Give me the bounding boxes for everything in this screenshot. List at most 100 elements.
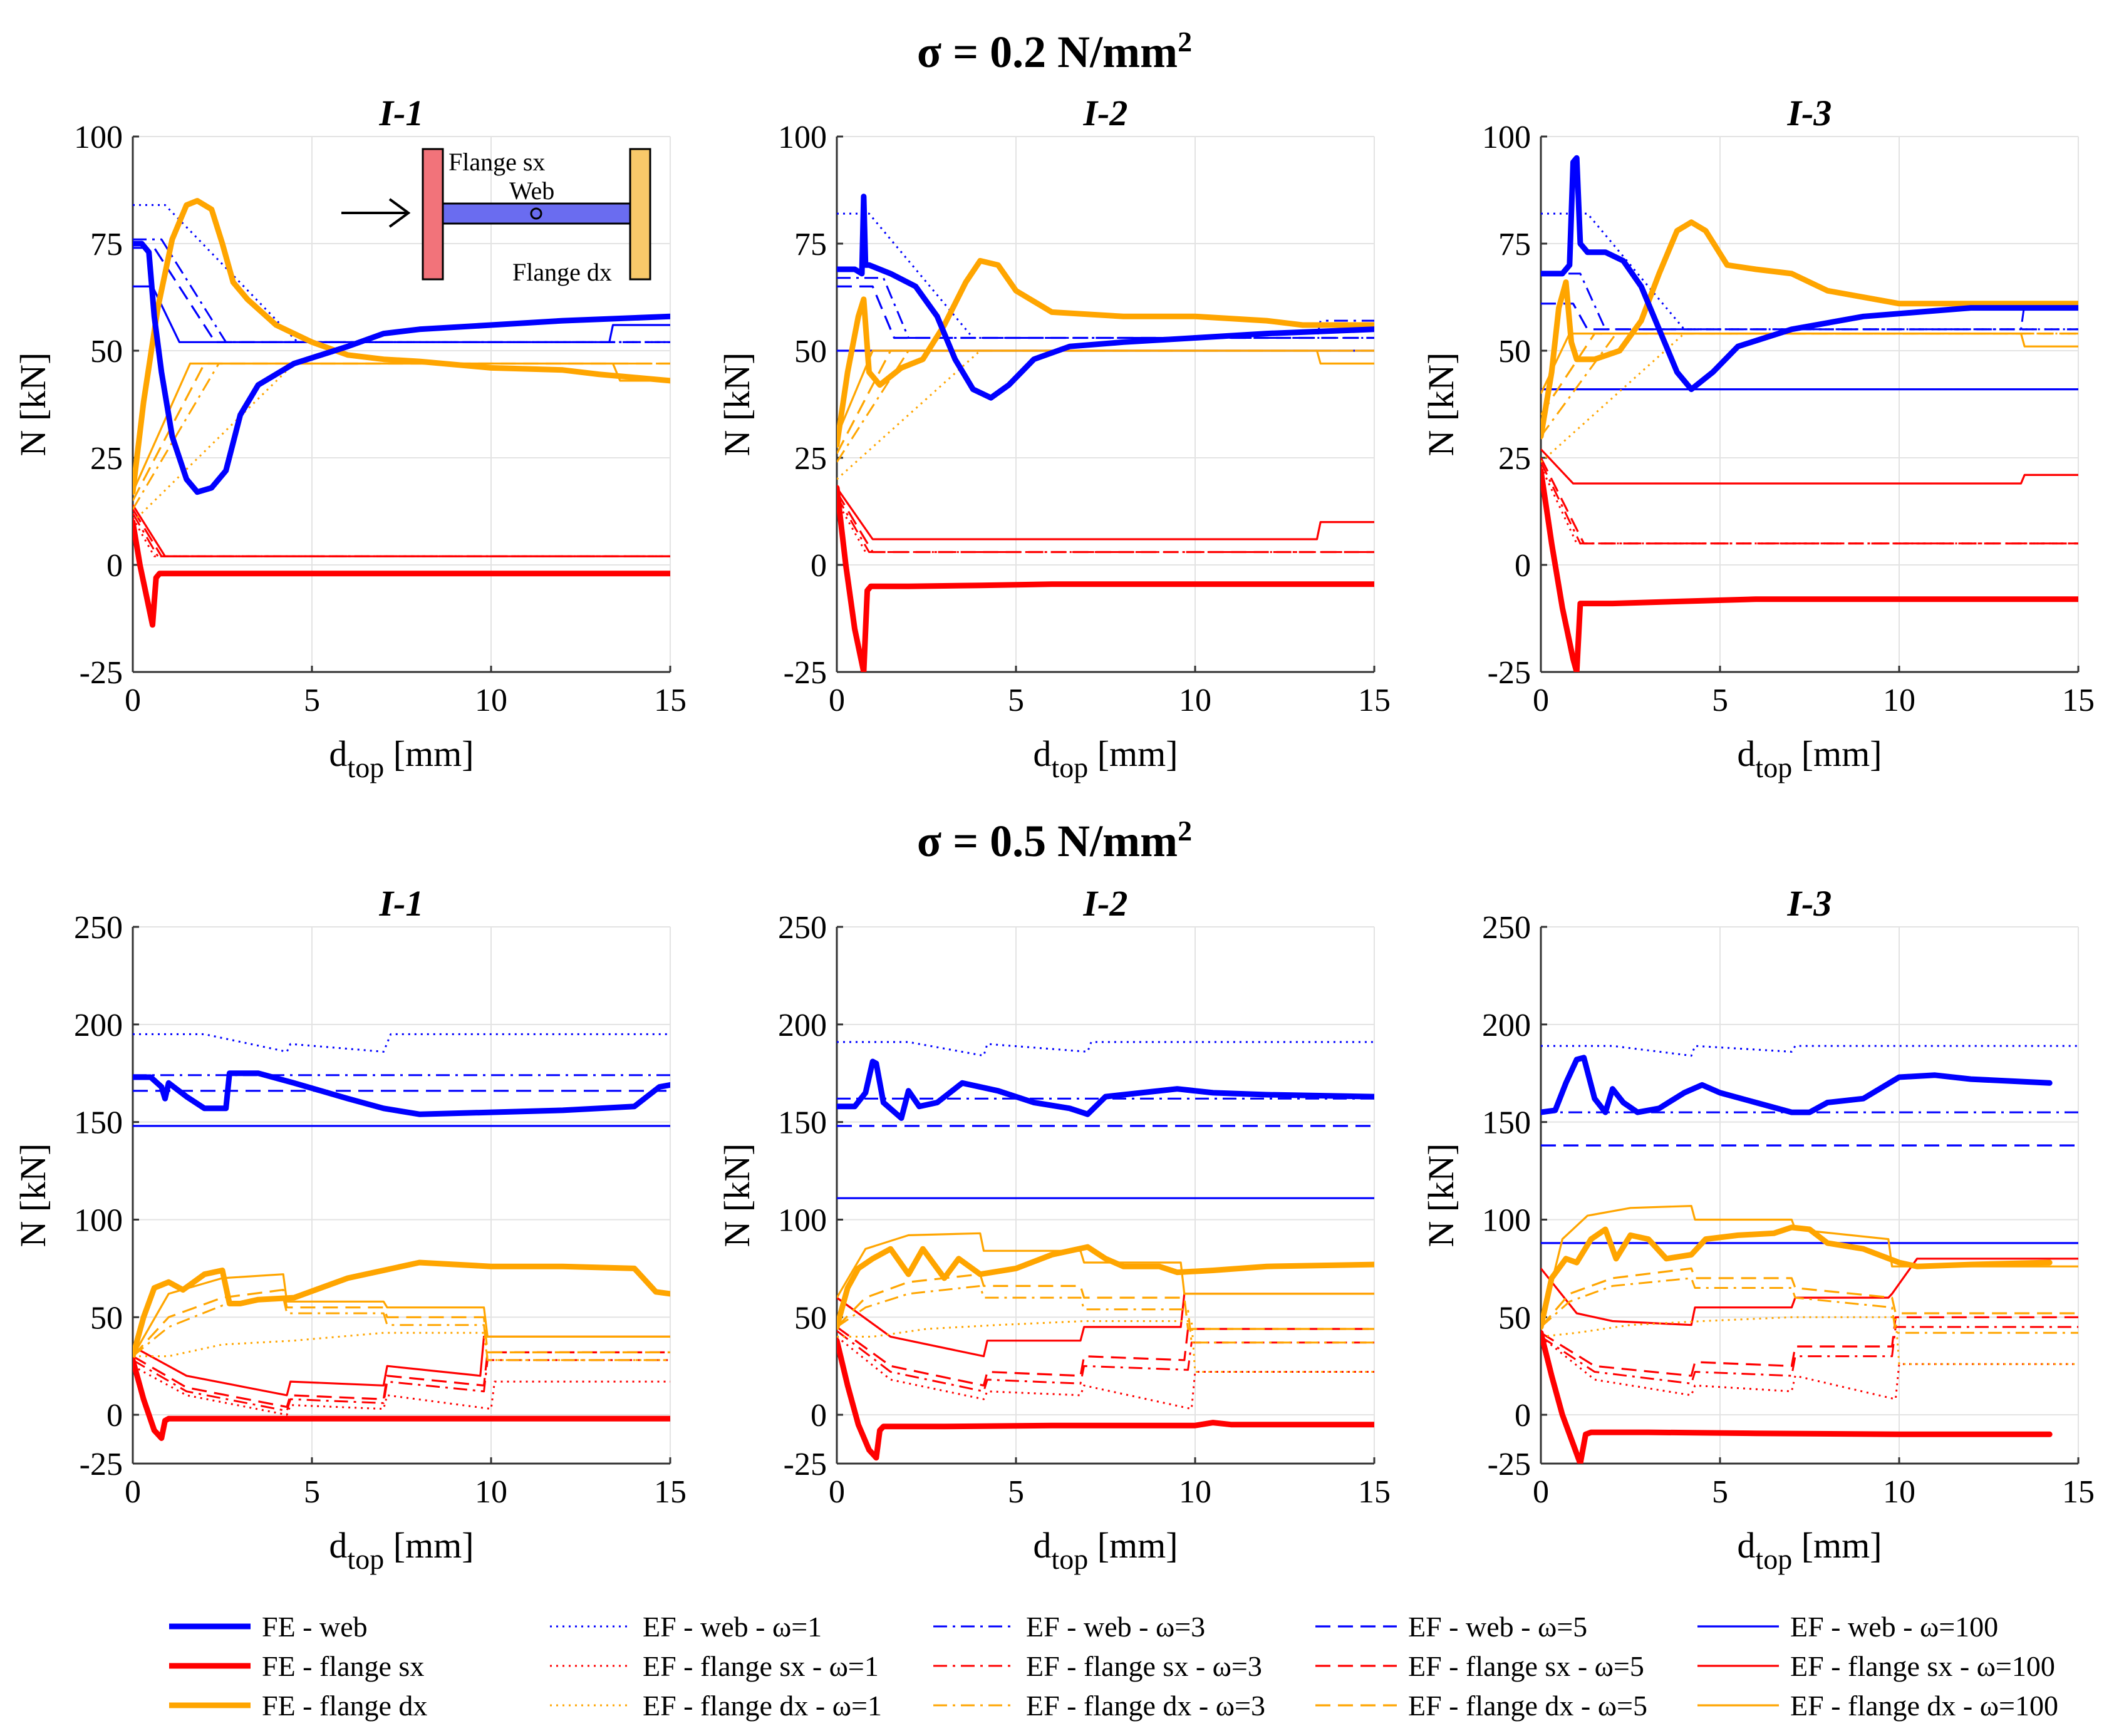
series-line [1541, 219, 2078, 440]
y-axis-label: N [kN] [13, 353, 53, 457]
row-title-text: σ = 0.5 N/mm [916, 816, 1178, 866]
series-line [837, 194, 1374, 401]
web-centroid [530, 207, 542, 220]
y-tick-label: -25 [80, 1447, 123, 1482]
flange-sx-shape [422, 148, 444, 281]
x-tick-label: 10 [475, 683, 507, 718]
x-axis-label: dtop [mm] [1033, 733, 1178, 783]
series-line [133, 1359, 670, 1412]
y-tick-label: 25 [1498, 441, 1531, 477]
x-tick-label: 5 [304, 1474, 320, 1510]
series-line [133, 238, 670, 343]
series-line [133, 519, 670, 628]
y-tick-label: 150 [778, 1105, 827, 1141]
legend-label: EF - flange dx - ω=1 [643, 1690, 882, 1722]
series-line [837, 1326, 1374, 1387]
series-group [837, 1041, 1374, 1461]
x-axis-label: dtop [mm] [1737, 1525, 1882, 1575]
series-line [1541, 333, 2078, 463]
series-line [1541, 1326, 2078, 1385]
series-line [133, 517, 670, 557]
series-line [1541, 1267, 2078, 1328]
legend-label: EF - flange sx - ω=1 [643, 1650, 879, 1682]
x-tick-label: 0 [125, 683, 141, 718]
y-tick-label: 25 [794, 441, 827, 477]
y-tick-label: 150 [74, 1105, 123, 1141]
series-line [1541, 1224, 2053, 1330]
series-line [837, 487, 1374, 540]
y-tick-label: 0 [811, 1398, 827, 1434]
y-tick-label: 100 [1482, 120, 1531, 155]
series-line [133, 1335, 670, 1397]
plot-area [1541, 927, 2078, 1464]
series-line [1541, 1277, 2078, 1334]
series-line [1541, 1316, 2078, 1365]
arrow-head [388, 198, 411, 228]
web-shape [441, 202, 631, 225]
series-line [837, 349, 1374, 454]
series-line [837, 1320, 1374, 1373]
series-line [837, 485, 1374, 672]
panel-title: I-3 [1787, 883, 1832, 924]
x-axis-label: dtop [mm] [1033, 1525, 1178, 1575]
series-line [133, 240, 670, 495]
row-title-sigma-0-2: σ = 0.2 N/mm2 [0, 25, 2109, 78]
y-tick-label: 50 [90, 1300, 123, 1336]
series-line [837, 1273, 1374, 1330]
y-tick-label: 50 [1498, 334, 1531, 369]
series-line [837, 277, 1374, 339]
y-tick-label: 250 [1482, 910, 1531, 946]
x-tick-label: 10 [1179, 683, 1211, 718]
x-axis-label: dtop [mm] [1737, 733, 1882, 783]
panel-title: I-2 [1083, 93, 1128, 133]
x-tick-label: 0 [1533, 1474, 1549, 1510]
panel-title: I-1 [379, 883, 424, 924]
plot-area [133, 137, 670, 672]
x-tick-label: 10 [1883, 1474, 1915, 1510]
y-tick-label: 50 [1498, 1300, 1531, 1336]
legend-label: EF - flange sx - ω=3 [1026, 1650, 1262, 1682]
x-tick-label: 10 [475, 1474, 507, 1510]
y-tick-label: 50 [794, 334, 827, 369]
plot-area [837, 927, 1374, 1464]
series-line [133, 1070, 670, 1117]
panel-title: I-1 [379, 93, 424, 133]
series-line [1541, 1258, 2078, 1326]
series-line [1541, 1336, 2078, 1400]
y-tick-label: 50 [90, 334, 123, 369]
series-line [1541, 1204, 2078, 1328]
inset-label-web: Web [509, 177, 554, 205]
series-line [1541, 1055, 2053, 1115]
series-line [133, 1296, 670, 1361]
y-tick-label: 25 [90, 441, 123, 477]
x-tick-label: 15 [1358, 683, 1391, 718]
panel-title: I-2 [1083, 883, 1128, 924]
x-tick-label: 5 [1712, 683, 1728, 718]
x-tick-label: 5 [1712, 1474, 1728, 1510]
series-line [837, 1338, 1374, 1461]
y-tick-label: 100 [778, 120, 827, 155]
series-line [133, 362, 670, 502]
x-tick-label: 0 [1533, 683, 1549, 718]
legend-label: EF - web - ω=5 [1408, 1611, 1587, 1643]
x-tick-label: 5 [1008, 1474, 1024, 1510]
x-axis-label: dtop [mm] [329, 1525, 474, 1575]
legend-label: FE - web [262, 1611, 368, 1643]
x-tick-label: 15 [654, 683, 687, 718]
y-tick-label: 100 [1482, 1202, 1531, 1238]
y-tick-label: 250 [778, 910, 827, 946]
x-axis-label: dtop [mm] [329, 733, 474, 783]
legend-label: EF - flange sx - ω=5 [1408, 1650, 1644, 1682]
legend-label: EF - flange dx - ω=5 [1408, 1690, 1647, 1722]
legend-label: EF - flange sx - ω=100 [1790, 1650, 2055, 1682]
series-group [133, 198, 670, 628]
series-group [837, 194, 1374, 672]
y-tick-label: 200 [778, 1008, 827, 1043]
x-tick-label: 15 [2062, 1474, 2095, 1510]
series-line [1541, 448, 2078, 485]
row-title-text: σ = 0.2 N/mm [916, 27, 1178, 77]
